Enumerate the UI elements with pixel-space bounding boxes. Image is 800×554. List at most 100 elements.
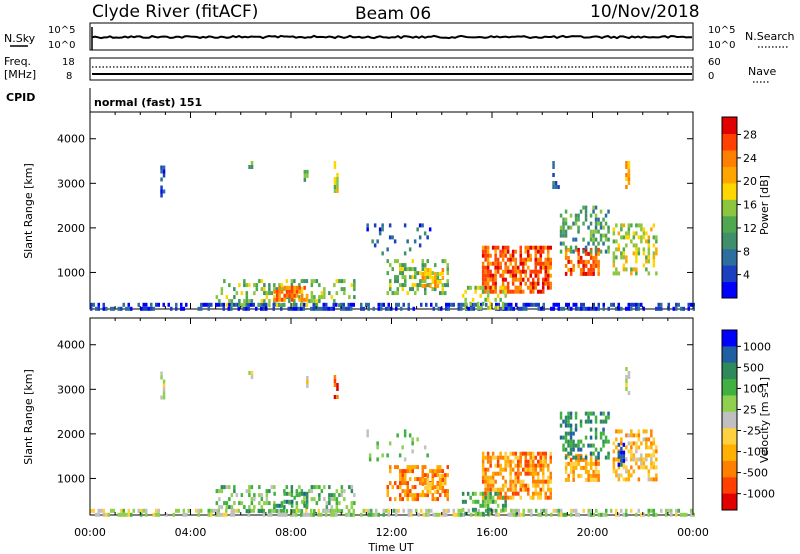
- heat-cell: [268, 291, 271, 296]
- heat-cell: [647, 512, 650, 517]
- heat-cell: [399, 283, 402, 288]
- heat-cell: [205, 302, 208, 307]
- heat-cell: [248, 489, 251, 494]
- heat-cell: [637, 457, 641, 462]
- heat-cell: [248, 509, 251, 514]
- heat-cell: [627, 223, 631, 228]
- heat-cell: [160, 185, 163, 190]
- heat-cell: [218, 497, 221, 502]
- heat-cell: [517, 459, 520, 464]
- heat-cell: [270, 485, 274, 490]
- heat-cell: [594, 237, 598, 242]
- heat-cell: [637, 437, 641, 442]
- heat-cell: [565, 512, 568, 517]
- heat-cell: [421, 267, 424, 272]
- heat-cell: [652, 465, 656, 470]
- heat-cell: [416, 271, 419, 276]
- heat-cell: [424, 478, 427, 482]
- heat-cell: [353, 279, 356, 284]
- heat-cell: [419, 477, 422, 482]
- heat-cell: [486, 483, 490, 488]
- heat-cell: [95, 306, 98, 311]
- heat-cell: [389, 469, 392, 474]
- heat-cell: [481, 265, 485, 270]
- heat-cell: [632, 267, 636, 272]
- heat-cell: [589, 249, 593, 254]
- heat-cell: [268, 283, 271, 288]
- heat-cell: [559, 435, 563, 440]
- heat-cell: [426, 482, 430, 486]
- heat-cell: [474, 511, 477, 516]
- heat-cell: [597, 469, 600, 474]
- heat-cell: [411, 441, 414, 446]
- heat-cell: [150, 306, 153, 311]
- heat-cell: [389, 283, 392, 288]
- heat-cell: [525, 302, 528, 307]
- heat-cell: [295, 505, 299, 510]
- heat-cell: [336, 173, 339, 177]
- heat-cell: [539, 467, 542, 472]
- heat-cell: [491, 451, 495, 456]
- heat-cell: [579, 419, 583, 424]
- heat-cell: [228, 505, 231, 510]
- heat-cell: [130, 306, 133, 311]
- heat-cell: [529, 451, 532, 456]
- heat-cell: [411, 493, 414, 498]
- heat-cell: [617, 302, 620, 307]
- heat-cell: [652, 512, 655, 517]
- heat-cell: [501, 245, 505, 250]
- heat-cell: [547, 467, 550, 472]
- heat-cell: [415, 508, 418, 513]
- heat-cell: [519, 281, 522, 286]
- heat-cell: [514, 475, 517, 480]
- velocity-colorbar-tick-label: 1000: [743, 340, 771, 353]
- heat-cell: [350, 485, 354, 490]
- heat-cell: [539, 463, 542, 468]
- heat-cell: [522, 277, 525, 282]
- heat-cell: [597, 221, 600, 226]
- heat-cell: [424, 287, 427, 292]
- time-xlabel: Time UT: [367, 541, 413, 554]
- heat-cell: [330, 505, 334, 510]
- heat-cell: [527, 459, 530, 464]
- heat-cell: [592, 451, 595, 456]
- heat-cell: [562, 233, 565, 238]
- heat-cell: [594, 415, 598, 420]
- heat-cell: [514, 269, 517, 274]
- heat-cell: [584, 457, 588, 462]
- heat-cell: [275, 287, 279, 292]
- heat-cell: [441, 486, 445, 490]
- heat-cell: [625, 165, 628, 169]
- heat-cell: [539, 451, 542, 456]
- heat-cell: [486, 507, 490, 512]
- heat-cell: [592, 443, 595, 448]
- heat-cell: [569, 245, 573, 250]
- heat-cell: [491, 487, 495, 492]
- heat-cell: [386, 493, 389, 498]
- heat-cell: [494, 455, 497, 460]
- heat-cell: [277, 508, 280, 513]
- heat-cell: [594, 205, 598, 210]
- heat-cell: [160, 177, 163, 182]
- heat-cell: [530, 512, 533, 517]
- heat-cell: [592, 306, 595, 311]
- heat-cell: [501, 281, 505, 286]
- heat-cell: [499, 261, 502, 266]
- heat-cell: [300, 279, 304, 284]
- heat-cell: [617, 473, 621, 478]
- heat-cell: [387, 508, 390, 513]
- heat-cell: [499, 297, 502, 302]
- heat-cell: [582, 457, 585, 462]
- heat-cell: [617, 429, 621, 434]
- heat-cell: [494, 277, 497, 282]
- heat-cell: [220, 287, 224, 292]
- heat-cell: [597, 302, 600, 307]
- heat-cell: [612, 263, 616, 268]
- heat-cell: [655, 251, 658, 256]
- heat-cell: [647, 469, 651, 474]
- heat-cell: [602, 443, 605, 448]
- heat-cell: [414, 271, 417, 276]
- heat-cell: [597, 229, 600, 234]
